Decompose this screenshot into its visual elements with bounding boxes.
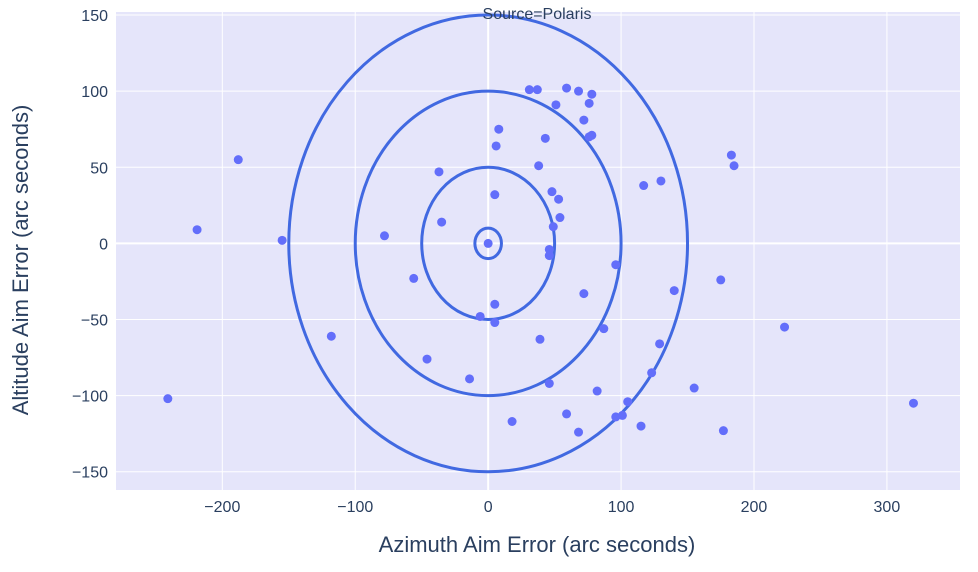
data-point — [540, 133, 550, 143]
ring — [420, 165, 557, 322]
x-tick-label: −200 — [204, 499, 240, 516]
data-point — [562, 409, 572, 419]
ring — [287, 13, 690, 474]
data-point — [636, 421, 646, 431]
data-point — [655, 339, 665, 349]
data-point — [544, 251, 554, 261]
data-point — [326, 331, 336, 341]
data-point — [277, 235, 287, 245]
chart-title: Source=Polaris — [483, 6, 592, 23]
data-point — [689, 383, 699, 393]
x-tick-label: 100 — [608, 499, 635, 516]
data-point — [716, 275, 726, 285]
data-point — [192, 225, 202, 235]
data-point — [379, 231, 389, 241]
y-tick-label: −150 — [72, 465, 108, 482]
data-point — [574, 427, 584, 437]
data-point — [656, 176, 666, 186]
y-tick-label: 50 — [90, 160, 108, 177]
data-point — [908, 398, 918, 408]
data-point — [475, 311, 485, 321]
data-point — [729, 161, 739, 171]
data-point — [490, 190, 500, 200]
y-tick-label: 100 — [81, 84, 108, 101]
x-tick-label: 200 — [741, 499, 768, 516]
data-point — [718, 426, 728, 436]
data-point — [422, 354, 432, 364]
data-point — [579, 289, 589, 299]
data-point — [669, 286, 679, 296]
data-point — [437, 217, 447, 227]
x-tick-label: −100 — [337, 499, 373, 516]
y-tick-label: −50 — [81, 313, 108, 330]
data-point — [490, 299, 500, 309]
x-axis-title: Azimuth Aim Error (arc seconds) — [379, 532, 696, 557]
data-point — [490, 318, 500, 328]
data-point — [617, 410, 627, 420]
data-point — [647, 368, 657, 378]
data-point — [491, 141, 501, 151]
y-axis-title: Altitude Aim Error (arc seconds) — [8, 105, 33, 416]
data-point — [579, 115, 589, 125]
data-point — [163, 394, 173, 404]
data-point — [584, 132, 594, 142]
data-point — [639, 181, 649, 191]
y-tick-label: −100 — [72, 389, 108, 406]
data-point — [524, 85, 534, 95]
data-point — [534, 161, 544, 171]
data-point — [584, 98, 594, 108]
y-tick-label: 150 — [81, 8, 108, 25]
data-points — [163, 83, 918, 437]
data-point — [780, 322, 790, 332]
data-point — [483, 238, 493, 248]
data-point — [555, 213, 565, 223]
y-tick-label: 0 — [99, 236, 108, 253]
data-point — [532, 85, 542, 95]
ring — [473, 226, 503, 261]
data-point — [611, 260, 621, 270]
data-point — [409, 273, 419, 283]
data-point — [587, 89, 597, 99]
data-point — [494, 124, 504, 134]
data-point — [726, 150, 736, 160]
data-point — [535, 334, 545, 344]
data-point — [548, 222, 558, 232]
data-point — [547, 187, 557, 197]
data-point — [574, 86, 584, 96]
data-point — [554, 194, 564, 204]
plot-background — [116, 12, 960, 490]
data-point — [465, 374, 475, 384]
data-point — [599, 324, 609, 334]
data-point — [434, 167, 444, 177]
data-point — [623, 397, 633, 407]
data-point — [544, 378, 554, 388]
x-tick-label: 300 — [874, 499, 901, 516]
y-axis-ticks: −150 −100 −50 0 50 100 150 — [72, 8, 108, 482]
x-axis-ticks: −200 −100 0 100 200 300 — [204, 499, 900, 516]
data-point — [233, 155, 243, 165]
ring — [353, 89, 623, 398]
rings — [287, 13, 690, 474]
data-point — [551, 100, 561, 110]
data-point — [592, 386, 602, 396]
data-point — [562, 83, 572, 93]
x-tick-label: 0 — [484, 499, 493, 516]
data-point — [507, 416, 517, 426]
